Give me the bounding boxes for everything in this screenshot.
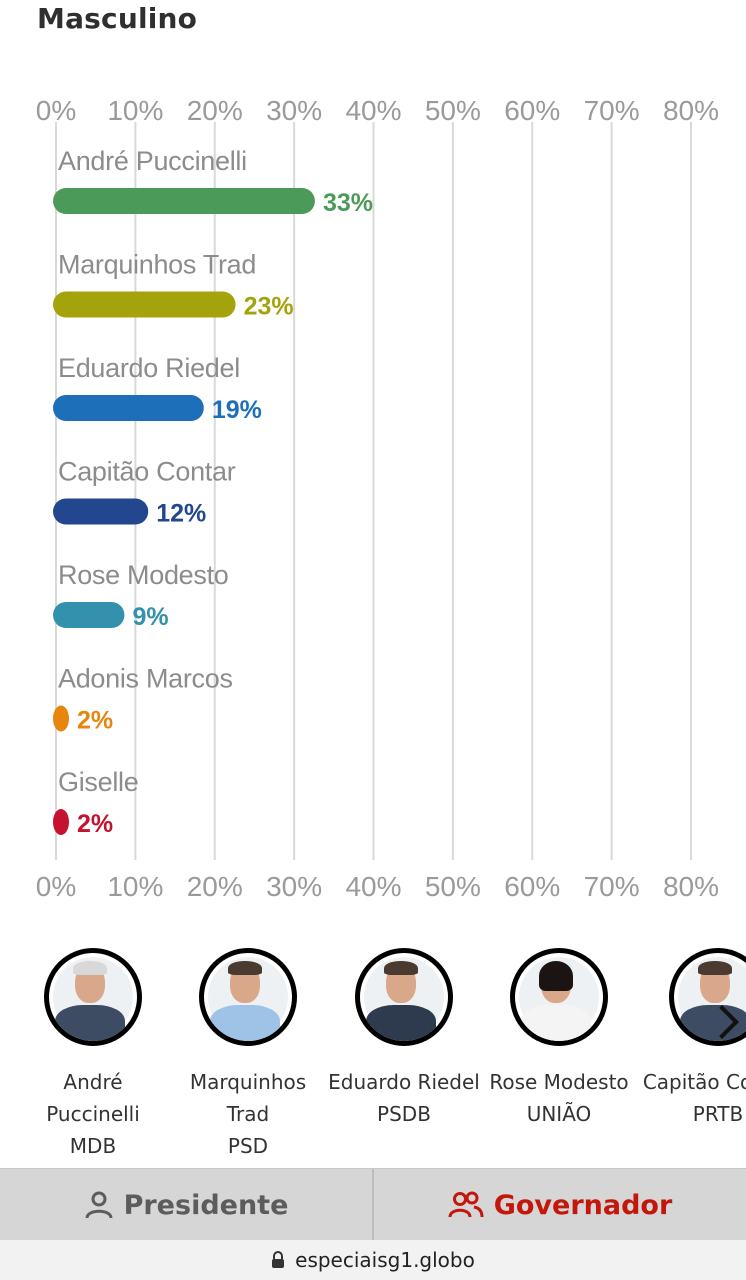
candidate-carousel[interactable]: André Puccinelli MDB Marquinhos Trad PSD… xyxy=(0,940,746,1160)
candidate-photo xyxy=(510,948,608,1046)
x-tick-label: 10% xyxy=(107,95,163,126)
lock-icon xyxy=(272,1251,285,1268)
data-label: 2% xyxy=(77,707,113,735)
people-icon xyxy=(448,1191,484,1218)
bar xyxy=(53,291,236,318)
x-axis-top: 0% 10% 20% 30% 40% 50% 60% 70% 80% xyxy=(36,95,719,126)
chart-bars: André Puccinelli 33% Marquinhos Trad 23% Edu… xyxy=(53,146,373,838)
candidate-name: Marquinhos Trad xyxy=(189,1070,307,1126)
bar xyxy=(53,809,69,835)
candidate-photo xyxy=(199,948,297,1046)
category-label: André Puccinelli xyxy=(58,146,247,176)
candidate-party: MDB xyxy=(69,1134,117,1158)
tab-governador[interactable]: Governador xyxy=(372,1169,746,1241)
x-tick-label: 20% xyxy=(187,871,243,902)
tab-governador-label: Governador xyxy=(493,1189,673,1221)
candidate-card[interactable]: André Puccinelli MDB xyxy=(15,948,171,1160)
candidate-name: Rose Modesto xyxy=(489,1070,629,1094)
candidate-party: PSDB xyxy=(377,1102,431,1126)
url-text: especiaisg1.globo xyxy=(295,1248,475,1272)
data-label: 23% xyxy=(244,293,294,321)
candidate-photo xyxy=(44,948,142,1046)
x-tick-label: 40% xyxy=(345,871,401,902)
x-tick-label: 0% xyxy=(36,95,76,126)
candidate-name: André Puccinelli xyxy=(46,1070,140,1126)
x-tick-label: 50% xyxy=(425,95,481,126)
bar xyxy=(53,395,204,421)
x-tick-label: 10% xyxy=(107,871,163,902)
x-axis-bottom: 0% 10% 20% 30% 40% 50% 60% 70% 80% xyxy=(36,871,719,902)
bar xyxy=(53,705,69,732)
candidate-party: PRTB xyxy=(692,1102,744,1126)
category-label: Rose Modesto xyxy=(58,560,229,590)
x-tick-label: 80% xyxy=(663,871,719,902)
candidate-card[interactable]: Capitão Contar PRTB xyxy=(640,948,746,1130)
candidate-name: Capitão Contar xyxy=(642,1070,746,1094)
x-tick-label: 30% xyxy=(266,871,322,902)
x-tick-label: 80% xyxy=(663,95,719,126)
bar xyxy=(53,498,149,525)
category-label: Eduardo Riedel xyxy=(58,353,240,383)
category-label: Adonis Marcos xyxy=(58,664,233,694)
data-label: 33% xyxy=(323,189,373,217)
candidate-name: Eduardo Riedel xyxy=(328,1070,480,1094)
bar xyxy=(53,188,315,214)
x-tick-label: 60% xyxy=(504,871,560,902)
category-label: Giselle xyxy=(58,767,138,797)
x-tick-label: 0% xyxy=(36,871,76,902)
x-tick-label: 40% xyxy=(345,95,401,126)
category-label: Capitão Contar xyxy=(58,457,236,487)
tab-presidente-label: Presidente xyxy=(123,1189,289,1221)
candidate-card[interactable]: Marquinhos Trad PSD xyxy=(170,948,326,1160)
section-title: Masculino xyxy=(37,2,198,35)
tab-bar: Presidente Governador xyxy=(0,1168,746,1241)
data-label: 2% xyxy=(77,810,113,838)
candidate-photo xyxy=(355,948,453,1046)
x-tick-label: 50% xyxy=(425,871,481,902)
x-tick-label: 20% xyxy=(187,95,243,126)
chart-gridlines xyxy=(55,122,692,860)
candidate-card[interactable]: Eduardo Riedel PSDB xyxy=(326,948,482,1130)
x-tick-label: 30% xyxy=(266,95,322,126)
bar-chart: 0% 10% 20% 30% 40% 50% 60% 70% 80% 0% 10% 20% 30% 40… xyxy=(36,95,719,902)
candidate-party: PSD xyxy=(227,1134,269,1158)
bar xyxy=(53,602,125,628)
x-tick-label: 70% xyxy=(584,871,640,902)
person-icon xyxy=(85,1191,113,1219)
tab-presidente[interactable]: Presidente xyxy=(0,1169,372,1241)
candidate-card[interactable]: Rose Modesto UNIÃO xyxy=(481,948,637,1130)
data-label: 9% xyxy=(132,603,168,631)
browser-url-bar[interactable]: especiaisg1.globo xyxy=(0,1240,746,1280)
data-label: 19% xyxy=(212,396,262,424)
x-tick-label: 70% xyxy=(584,95,640,126)
candidate-photo xyxy=(669,948,746,1046)
category-label: Marquinhos Trad xyxy=(58,250,256,280)
x-tick-label: 60% xyxy=(504,95,560,126)
candidate-party: UNIÃO xyxy=(526,1102,592,1126)
data-label: 12% xyxy=(156,500,206,528)
